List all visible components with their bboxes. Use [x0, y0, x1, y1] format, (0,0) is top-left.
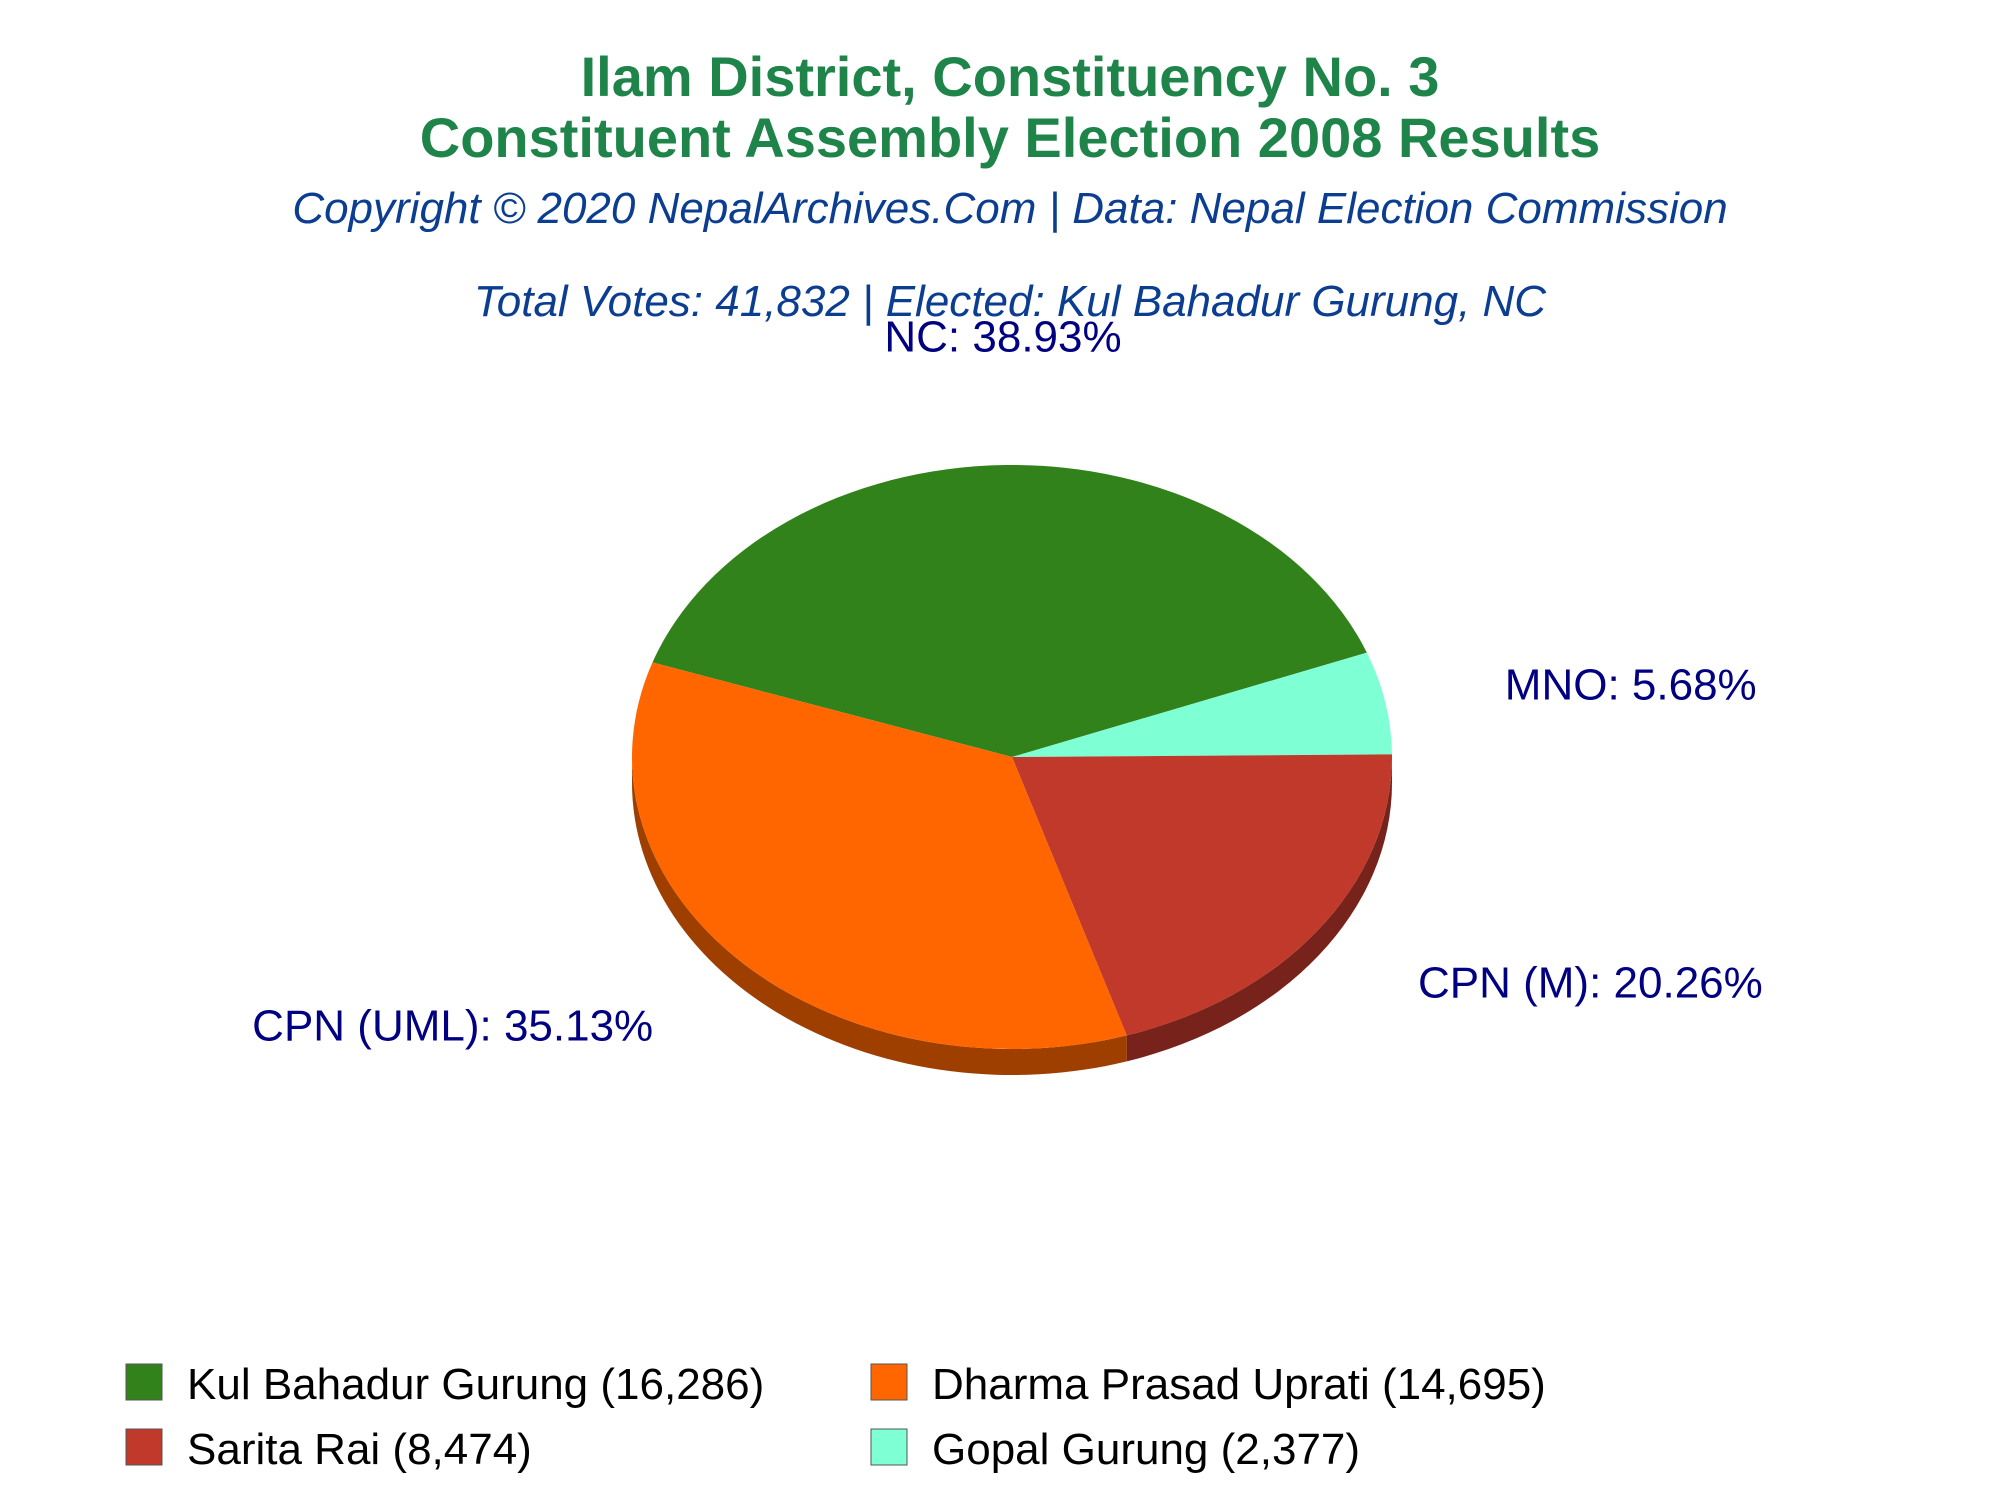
slice-mno: [1012, 652, 1392, 757]
legend-label: Gopal Gurung (2,377): [932, 1425, 1360, 1474]
summary-subtitle: Total Votes: 41,832 | Elected: Kul Bahad…: [474, 277, 1547, 326]
legend-label: Kul Bahadur Gurung (16,286): [187, 1360, 764, 1409]
slice-label-cpn-uml-: CPN (UML): 35.13%: [252, 1001, 653, 1050]
legend-label: Sarita Rai (8,474): [187, 1425, 532, 1474]
legend: Kul Bahadur Gurung (16,286) Dharma Prasad…: [125, 1360, 1546, 1474]
legend-swatch: [870, 1363, 908, 1401]
slice-cpn-uml-: [631, 662, 1127, 1049]
slice-nc: [652, 464, 1367, 757]
slice-side-cpn-uml-: [632, 757, 1127, 1075]
chart-title-line-1: Ilam District, Constituency No. 3: [581, 45, 1440, 108]
legend-swatch: [125, 1428, 163, 1466]
slice-cpn-m-: [1012, 754, 1392, 1036]
pie-slices: [631, 464, 1392, 1075]
legend-label: Dharma Prasad Uprati (14,695): [932, 1360, 1546, 1409]
chart-title-line-2: Constituent Assembly Election 2008 Resul…: [420, 106, 1600, 169]
slice-label-nc: NC: 38.93%: [884, 313, 1121, 362]
slice-labels: NC: 38.93% MNO: 5.68% CPN (M): 20.26% CPN (…: [252, 313, 1763, 1051]
copyright-subtitle: Copyright © 2020 NepalArchives.Com | Dat…: [292, 184, 1727, 233]
slice-label-cpn-m-: CPN (M): 20.26%: [1418, 958, 1763, 1007]
legend-swatch: [870, 1428, 908, 1466]
slice-side-cpn-m-: [1126, 757, 1392, 1062]
slice-label-mno: MNO: 5.68%: [1505, 660, 1757, 709]
legend-swatch: [125, 1363, 163, 1401]
